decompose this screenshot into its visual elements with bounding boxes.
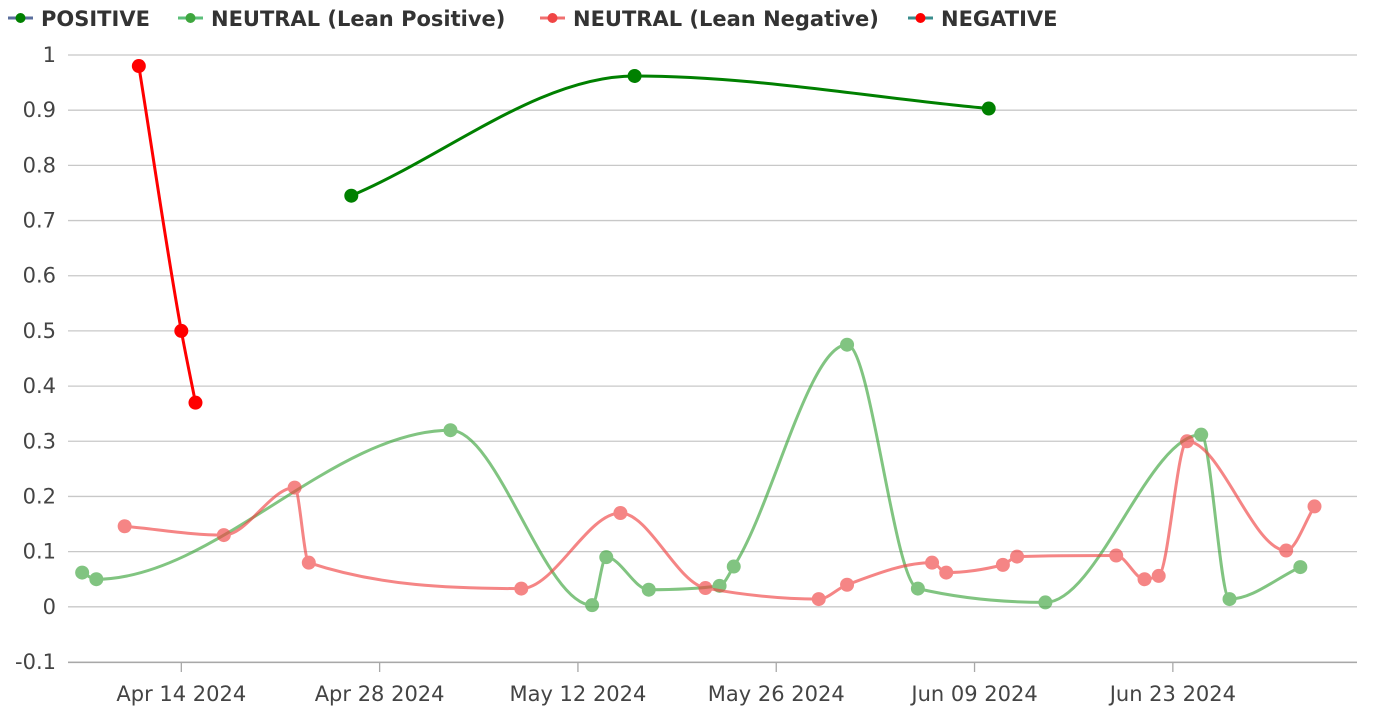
legend-label: NEUTRAL (Lean Negative) xyxy=(573,7,879,31)
legend-marker xyxy=(915,13,926,23)
data-point-neutral-lean-positive[interactable] xyxy=(599,550,614,565)
y-tick-label: 0.5 xyxy=(23,319,56,343)
x-tick-label: Jun 09 2024 xyxy=(909,682,1037,706)
data-point-neutral-lean-negative[interactable] xyxy=(840,577,855,592)
data-point-neutral-lean-negative[interactable] xyxy=(811,592,826,607)
series-line-negative xyxy=(137,64,197,405)
data-point-negative[interactable] xyxy=(131,59,146,74)
data-point-positive[interactable] xyxy=(627,68,642,83)
data-point-neutral-lean-positive[interactable] xyxy=(1038,595,1053,610)
data-point-neutral-lean-negative[interactable] xyxy=(995,557,1010,572)
data-point-neutral-lean-negative[interactable] xyxy=(939,565,954,580)
data-point-neutral-lean-negative[interactable] xyxy=(1109,548,1124,563)
data-point-neutral-lean-positive[interactable] xyxy=(585,598,600,613)
series-layer xyxy=(75,59,1322,613)
data-point-neutral-lean-positive[interactable] xyxy=(1194,427,1209,442)
axes: -0.1 0 0.1 0.2 0.3 0.4 0.5 0.6 0.7 0.8 0.9 1 Apr 14 … xyxy=(15,43,1357,706)
data-point-neutral-lean-positive[interactable] xyxy=(1293,560,1308,575)
data-point-neutral-lean-positive[interactable] xyxy=(726,559,741,574)
y-tick-label: 0.9 xyxy=(23,98,56,122)
data-point-neutral-lean-positive[interactable] xyxy=(89,572,104,587)
data-point-neutral-lean-negative[interactable] xyxy=(698,581,713,596)
x-tick-label: Apr 28 2024 xyxy=(315,682,445,706)
x-tick-label: Apr 14 2024 xyxy=(116,682,246,706)
x-tick-label: May 26 2024 xyxy=(708,682,845,706)
data-point-positive[interactable] xyxy=(981,101,996,116)
legend-label: NEUTRAL (Lean Positive) xyxy=(211,7,505,31)
data-point-neutral-lean-negative[interactable] xyxy=(1151,568,1166,583)
series-line-neutral-lean-positive xyxy=(80,343,1302,607)
data-point-neutral-lean-negative[interactable] xyxy=(1307,499,1322,514)
legend-item-neutral-lean-positive[interactable]: NEUTRAL (Lean Positive) xyxy=(178,7,505,31)
legend-marker xyxy=(547,13,558,23)
legend-label: NEGATIVE xyxy=(941,7,1058,31)
data-point-neutral-lean-negative[interactable] xyxy=(117,519,132,534)
legend-marker xyxy=(15,13,26,23)
data-point-neutral-lean-negative[interactable] xyxy=(925,555,940,570)
data-point-neutral-lean-negative[interactable] xyxy=(1137,572,1152,587)
data-point-neutral-lean-negative[interactable] xyxy=(287,480,302,495)
data-point-neutral-lean-positive[interactable] xyxy=(75,565,90,580)
data-point-neutral-lean-negative[interactable] xyxy=(216,528,231,543)
data-point-neutral-lean-negative[interactable] xyxy=(514,581,529,596)
y-tick-label: 0 xyxy=(43,595,56,619)
series-negative xyxy=(131,59,203,410)
y-tick-label: 0.1 xyxy=(23,540,56,564)
data-point-neutral-lean-negative[interactable] xyxy=(613,506,628,521)
y-tick-label: 0.8 xyxy=(23,153,56,177)
data-point-negative[interactable] xyxy=(188,395,203,410)
gridlines xyxy=(68,54,1357,663)
y-tick-label: 0.2 xyxy=(23,484,56,508)
data-point-neutral-lean-negative[interactable] xyxy=(1279,543,1294,558)
legend-marker xyxy=(185,13,196,23)
series-line-neutral-lean-negative xyxy=(123,439,1317,601)
y-tick-label: 0.6 xyxy=(23,264,56,288)
legend-item-neutral-lean-negative[interactable]: NEUTRAL (Lean Negative) xyxy=(540,7,879,31)
y-tick-label: 1 xyxy=(43,43,56,67)
legend-item-positive[interactable]: POSITIVE xyxy=(8,7,150,31)
data-point-neutral-lean-positive[interactable] xyxy=(840,337,855,352)
data-point-neutral-lean-positive[interactable] xyxy=(443,423,458,438)
x-tick-label: May 12 2024 xyxy=(509,682,646,706)
data-point-neutral-lean-positive[interactable] xyxy=(1222,592,1237,607)
y-tick-label: 0.7 xyxy=(23,209,56,233)
data-point-positive[interactable] xyxy=(344,188,359,203)
series-positive xyxy=(344,68,996,203)
data-point-neutral-lean-negative[interactable] xyxy=(301,555,316,570)
data-point-neutral-lean-positive[interactable] xyxy=(641,582,656,597)
data-point-neutral-lean-negative[interactable] xyxy=(1180,434,1195,449)
x-tick-label: Jun 23 2024 xyxy=(1108,682,1236,706)
y-tick-label: 0.3 xyxy=(23,429,56,453)
series-line-positive xyxy=(349,74,991,198)
legend-label: POSITIVE xyxy=(41,7,150,31)
legend: POSITIVE NEUTRAL (Lean Positive) NEUTRAL (… xyxy=(8,7,1058,31)
series-neutral-lean-negative xyxy=(117,434,1322,607)
legend-item-negative[interactable]: NEGATIVE xyxy=(908,7,1058,31)
data-point-negative[interactable] xyxy=(174,323,189,338)
y-tick-label: 0.4 xyxy=(23,374,56,398)
y-tick-label: -0.1 xyxy=(15,650,56,674)
series-neutral-lean-positive xyxy=(75,337,1308,613)
data-point-neutral-lean-positive[interactable] xyxy=(910,581,925,596)
data-point-neutral-lean-negative[interactable] xyxy=(1010,549,1025,564)
